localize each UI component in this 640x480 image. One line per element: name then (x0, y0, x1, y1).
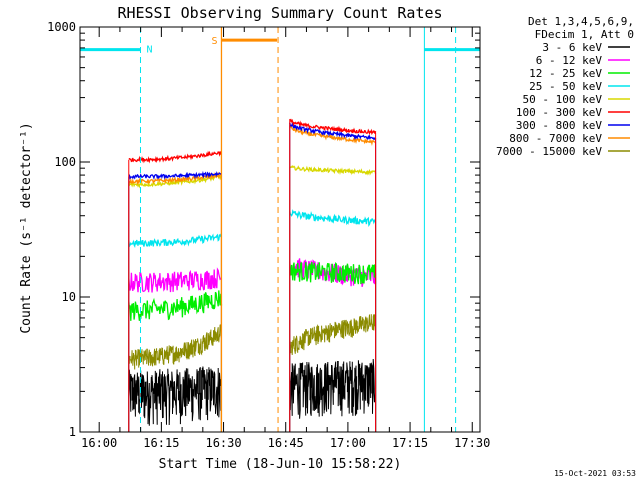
legend-label-12-25-kev: 12 - 25 keV (529, 67, 602, 80)
saa-label: S (211, 36, 217, 47)
legend-label-3-6-kev: 3 - 6 keV (542, 41, 602, 54)
series-100-300-kev-orbit-1 (128, 150, 222, 164)
generation-timestamp: 15-Oct-2021 03:53 (554, 469, 636, 478)
series-group (80, 27, 480, 432)
axes: 1 10 100 1000 16:00 16:15 16:30 16:45 17:00 17:15… (47, 20, 490, 450)
chart-title: RHESSI Observing Summary Count Rates (117, 4, 442, 22)
legend-header-line-1: Det 1,3,4,5,6,9, (528, 15, 634, 28)
legend-label-800-7000-kev: 800 - 7000 keV (509, 132, 602, 145)
series-12-25-kev-orbit-2 (289, 261, 377, 285)
y-tick-label-100: 100 (54, 155, 76, 169)
series-6-12-kev-orbit-1 (128, 267, 222, 293)
legend-label-7000-15000-kev: 7000 - 15000 keV (496, 145, 602, 158)
legend-header-line-2: FDecim 1, Att 0 (535, 28, 634, 41)
y-tick-label-1000: 1000 (47, 20, 76, 34)
series-3-6-kev-orbit-2 (289, 358, 377, 419)
series-7000-15000-kev-orbit-2 (289, 314, 377, 356)
x-tick-label-16-00: 16:00 (81, 436, 117, 450)
y-axis-title: Count Rate (s⁻¹ detector⁻¹) (19, 122, 34, 333)
legend-label-300-800-kev: 300 - 800 keV (516, 119, 602, 132)
night-label: N (146, 45, 152, 56)
legend-label-25-50-kev: 25 - 50 keV (529, 80, 602, 93)
series-7000-15000-kev-orbit-1 (128, 324, 222, 370)
series-100-300-kev-orbit-2 (289, 118, 377, 136)
series-50-100-kev-orbit-2 (289, 164, 377, 176)
series-300-800-kev-orbit-2 (289, 122, 377, 141)
y-tick-label-10: 10 (62, 290, 76, 304)
series-12-25-kev-orbit-1 (128, 290, 223, 321)
series-25-50-kev-orbit-2 (289, 209, 376, 227)
x-axis-title: Start Time (18-Jun-10 15:58:22) (159, 457, 402, 472)
legend: Det 1,3,4,5,6,9, FDecim 1, Att 0 3 - 6 k… (496, 15, 634, 158)
legend-label-6-12-kev: 6 - 12 keV (536, 54, 603, 67)
x-tick-label-17-15: 17:15 (392, 436, 428, 450)
series-3-6-kev-orbit-1 (128, 366, 222, 426)
x-tick-label-17-00: 17:00 (330, 436, 366, 450)
y-tick-label-1: 1 (69, 425, 76, 439)
x-tick-label-16-30: 16:30 (205, 436, 241, 450)
legend-label-100-300-kev: 100 - 300 keV (516, 106, 602, 119)
series-25-50-kev-orbit-1 (128, 233, 222, 249)
x-tick-label-16-45: 16:45 (268, 436, 304, 450)
x-tick-label-16-15: 16:15 (143, 436, 179, 450)
plot-area: NS (80, 27, 480, 432)
series-300-800-kev-orbit-1 (128, 170, 223, 180)
x-tick-label-17-30: 17:30 (454, 436, 490, 450)
legend-label-50-100-kev: 50 - 100 keV (523, 93, 603, 106)
plot-frame (79, 26, 481, 433)
